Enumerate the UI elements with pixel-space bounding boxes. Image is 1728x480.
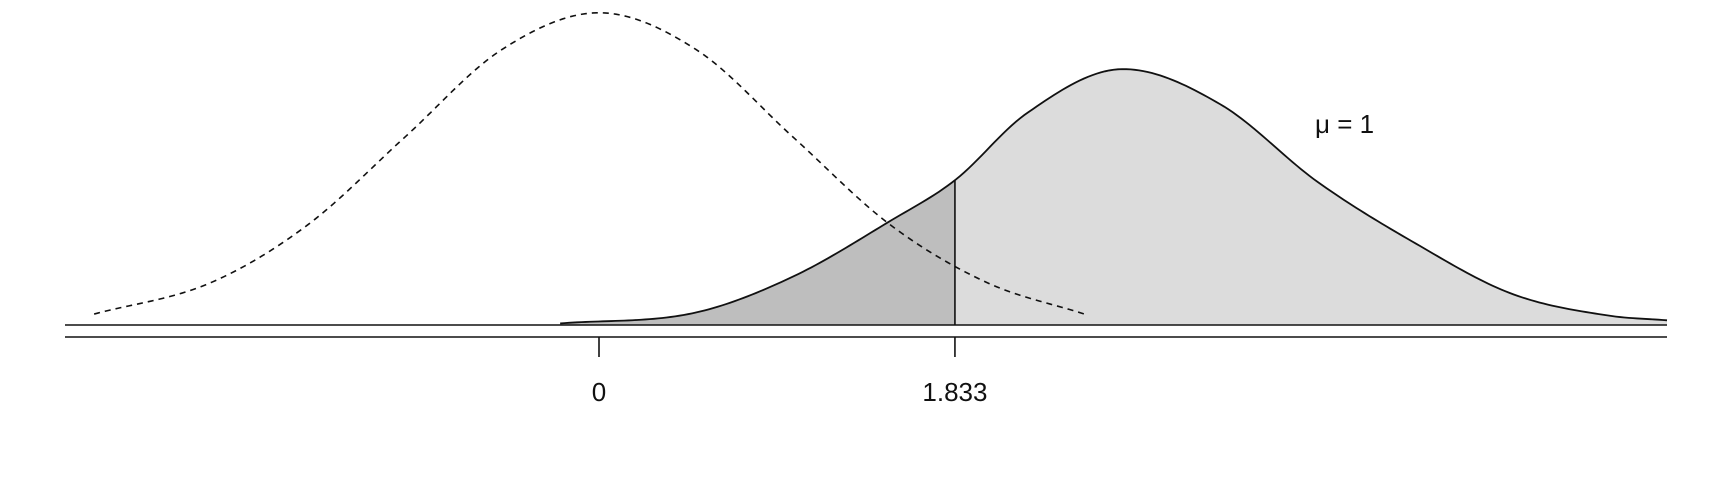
curves-layer: [93, 12, 1668, 325]
areas-layer: [560, 69, 1667, 325]
null-curve: [93, 12, 1085, 315]
upper-area: [954, 69, 1667, 325]
mu-annotation: μ = 1: [1315, 109, 1374, 139]
x-tick-label: 0: [592, 377, 606, 407]
x-tick-label: 1.833: [922, 377, 987, 407]
x-axis: 0 1.833: [65, 324, 1667, 407]
alternative-curve: [560, 68, 1668, 325]
shaded-area: [560, 180, 955, 325]
